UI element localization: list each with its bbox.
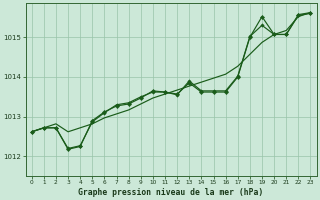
X-axis label: Graphe pression niveau de la mer (hPa): Graphe pression niveau de la mer (hPa): [78, 188, 264, 197]
